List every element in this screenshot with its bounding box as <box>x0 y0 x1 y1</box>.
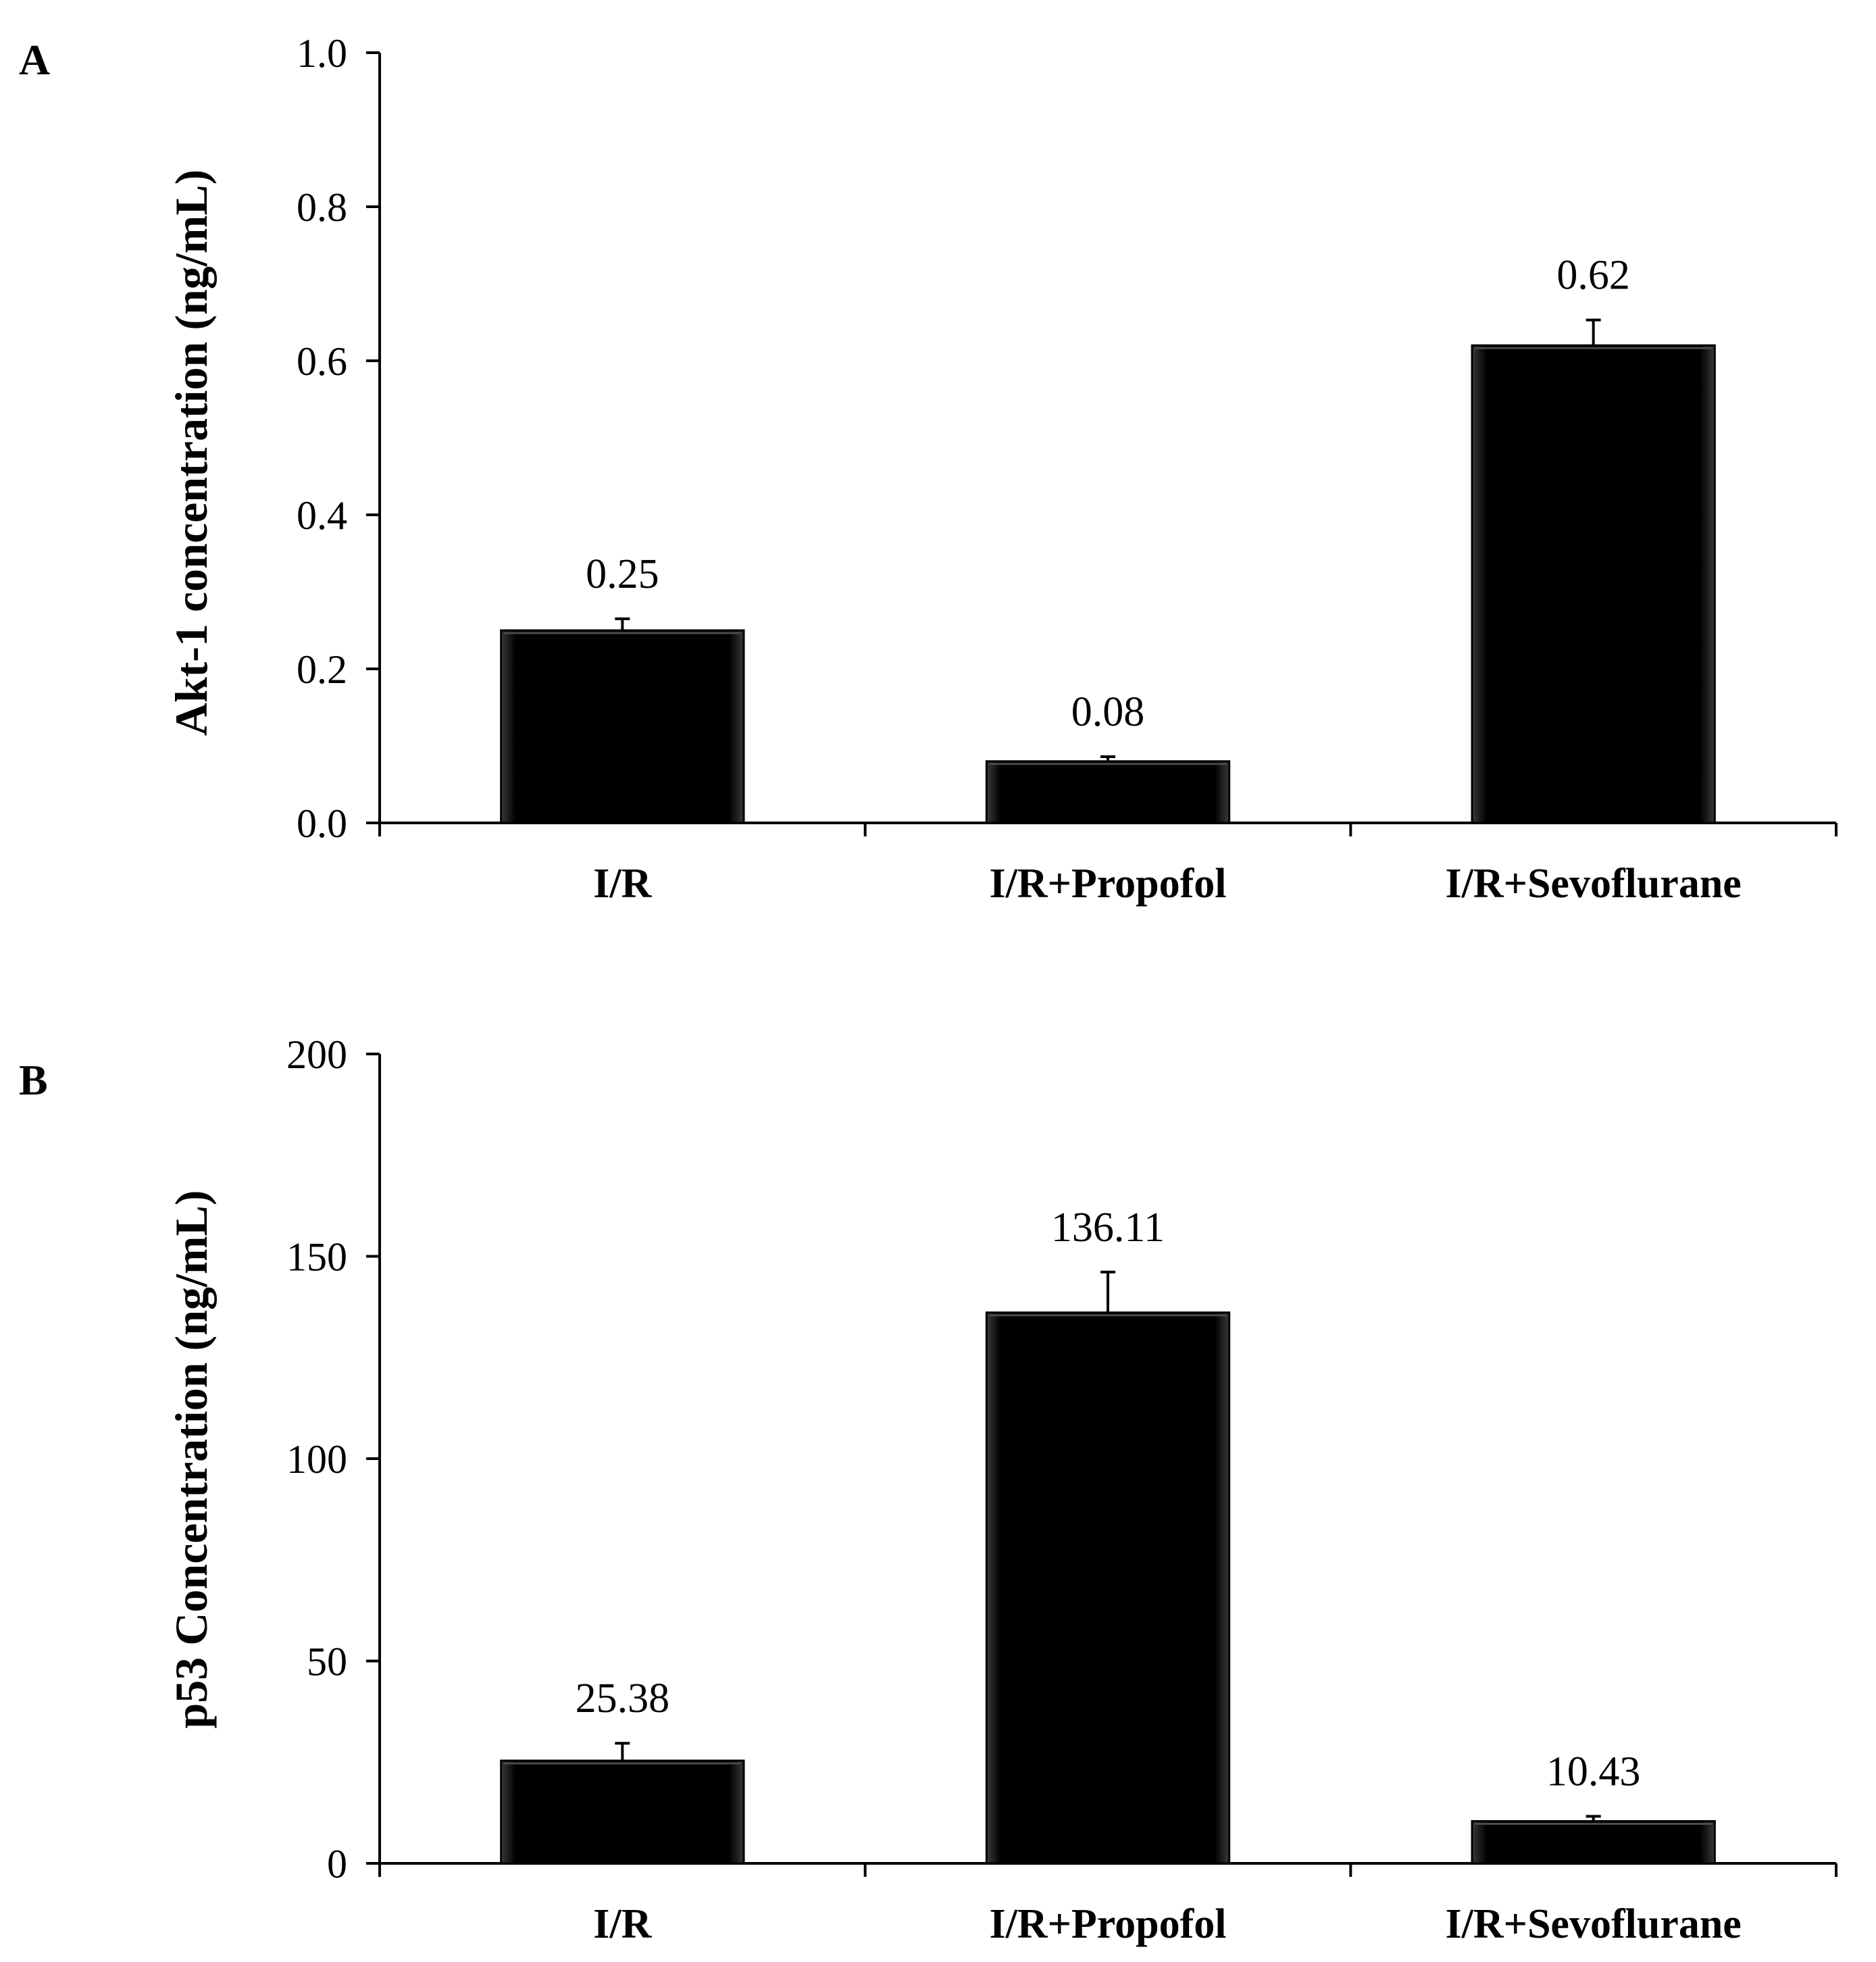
data-label-a-2: 0.08 <box>1071 689 1145 735</box>
data-label-b-1: 25.38 <box>576 1676 670 1721</box>
y-tick-label-b: 200 <box>286 1032 347 1077</box>
y-tick-label-b: 100 <box>286 1437 347 1482</box>
y-tick-label-a: 1.0 <box>297 31 347 76</box>
y-tick-label-b: 50 <box>307 1640 347 1684</box>
y-axis-title-a: Akt-1 concentration (ng/mL) <box>166 170 217 736</box>
y-tick-label-a: 0.6 <box>297 339 347 384</box>
data-label-b-2: 136.11 <box>1051 1205 1165 1251</box>
data-label-a-3: 0.62 <box>1556 253 1630 299</box>
bar-a-2 <box>985 760 1231 824</box>
bar-b-1 <box>500 1759 745 1865</box>
y-axis-title-b: p53 Concentration (ng/mL) <box>166 1190 217 1728</box>
bar-a-1 <box>500 629 745 824</box>
y-tick-label-a: 0.2 <box>297 647 347 692</box>
x-category-label-b-1: I/R <box>593 1901 652 1947</box>
y-tick-label-b: 0 <box>327 1842 347 1886</box>
y-tick-label-a: 0.0 <box>297 801 347 846</box>
bar-b-2 <box>985 1311 1231 1865</box>
x-category-label-a-3: I/R+Sevoflurane <box>1445 861 1741 907</box>
chart-panel-b: B p53 Concentration (ng/mL) 0 50 100 150 200… <box>19 1032 1837 1947</box>
data-label-a-1: 0.25 <box>586 551 659 597</box>
x-category-label-b-3: I/R+Sevoflurane <box>1445 1901 1741 1947</box>
plot-area-a: 0.0 0.2 0.4 0.6 0.8 1.0 0.25 I/R 0.08 I/R+Propofo… <box>297 31 1837 907</box>
x-category-label-b-2: I/R+Propofol <box>989 1901 1226 1947</box>
panel-letter-b: B <box>19 1056 48 1104</box>
chart-panel-a: A Akt-1 concentration (ng/mL) 0.00.20.40… <box>19 31 1837 907</box>
bar-b-3 <box>1471 1820 1716 1865</box>
data-label-b-3: 10.43 <box>1546 1749 1641 1794</box>
x-category-label-a-1: I/R <box>593 861 652 907</box>
bar-a-3 <box>1471 344 1716 824</box>
y-tick-label-b: 150 <box>286 1235 347 1280</box>
y-tick-label-a: 0.4 <box>297 493 347 538</box>
y-tick-label-a: 0.8 <box>297 185 347 230</box>
x-category-label-a-2: I/R+Propofol <box>989 861 1226 907</box>
plot-area-b: 0 50 100 150 200 25.38 I/R 136.11 I/R+Propofol 10… <box>286 1032 1837 1947</box>
panel-letter-a: A <box>19 36 50 84</box>
